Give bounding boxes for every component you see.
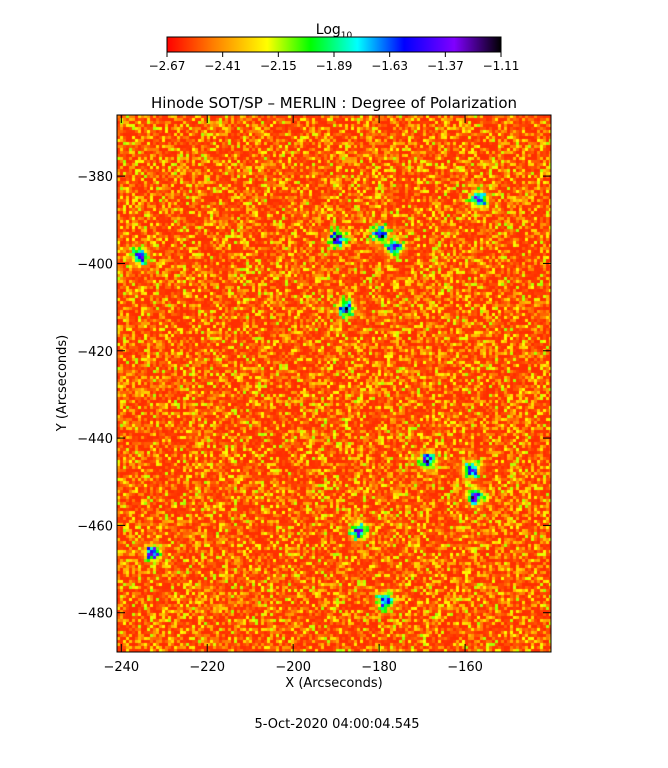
plot-area: [116, 114, 552, 653]
colorbar-tick-label: −1.11: [483, 59, 520, 73]
x-tick-label: −200: [275, 660, 311, 675]
colorbar: [166, 36, 502, 53]
y-axis-label: Y (Arcseconds): [55, 335, 70, 432]
x-axis: −240 −220 −200 −180 −160: [103, 115, 483, 675]
colorbar-tick-label: −2.67: [149, 59, 186, 73]
y-tick-label: −380: [77, 170, 113, 185]
colorbar-ticks: −2.67 −2.41 −2.15 −1.89 −1.63 −1.37 −1.11: [149, 52, 520, 73]
y-axis: −380 −400 −420 −440 −460 −480: [77, 170, 551, 622]
colorbar-tick-label: −1.63: [371, 59, 408, 73]
timestamp: 5-Oct-2020 04:00:04.545: [254, 717, 419, 732]
y-tick-label: −400: [77, 257, 113, 272]
plot-frame: [116, 114, 552, 653]
colorbar-label: Log10: [316, 22, 353, 41]
y-tick-label: −480: [77, 607, 113, 622]
y-tick-label: −420: [77, 345, 113, 360]
x-tick-label: −160: [447, 660, 483, 675]
x-axis-label: X (Arcseconds): [285, 676, 382, 691]
colorbar-tick-label: −2.15: [260, 59, 297, 73]
colorbar-tick-label: −1.37: [427, 59, 464, 73]
x-tick-label: −240: [103, 660, 139, 675]
x-tick-label: −220: [189, 660, 225, 675]
y-tick-label: −460: [77, 519, 113, 534]
colorbar-label-subscript: 10: [341, 31, 353, 41]
colorbar-tick-label: −1.89: [316, 59, 353, 73]
x-tick-label: −180: [361, 660, 397, 675]
colorbar-tick-label: −2.41: [204, 59, 241, 73]
chart-title: Hinode SOT/SP – MERLIN : Degree of Polar…: [151, 94, 517, 112]
y-tick-label: −440: [77, 432, 113, 447]
heatmap-image: [117, 115, 551, 652]
